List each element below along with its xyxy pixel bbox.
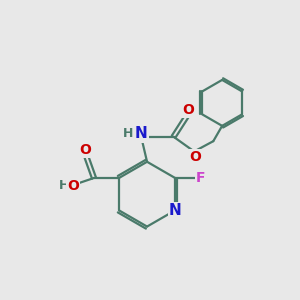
Text: O: O <box>79 143 91 157</box>
Text: H: H <box>123 127 133 140</box>
Text: N: N <box>169 203 182 218</box>
Text: O: O <box>68 179 79 193</box>
Text: O: O <box>182 103 194 117</box>
Text: F: F <box>196 171 206 185</box>
Text: N: N <box>135 126 148 141</box>
Text: H: H <box>59 179 70 192</box>
Text: O: O <box>190 150 202 164</box>
